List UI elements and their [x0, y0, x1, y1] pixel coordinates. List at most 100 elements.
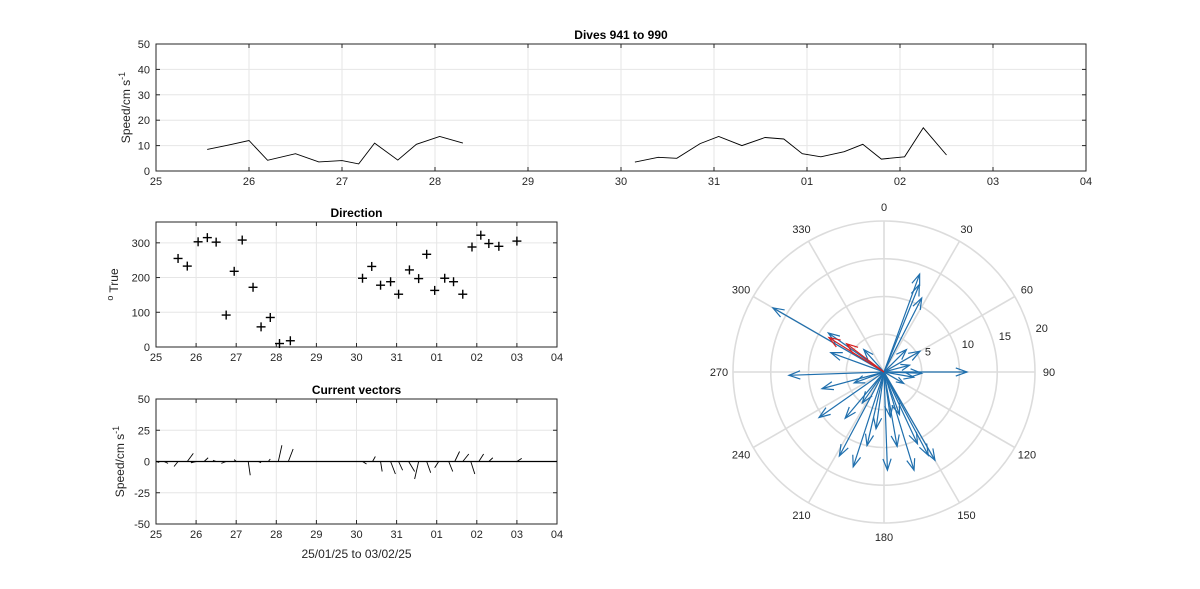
y-tick-label: 25: [138, 425, 150, 437]
current-vector-stick: [390, 461, 396, 475]
current-vector-stick: [478, 453, 484, 462]
y-tick-label: -50: [134, 519, 150, 531]
current-vector-stick: [277, 445, 283, 462]
current-vector-stick: [173, 461, 179, 467]
y-tick-label: 30: [138, 90, 150, 102]
compass-vector: [883, 364, 910, 373]
x-axis-label: 25/01/25 to 03/02/25: [301, 547, 411, 561]
current-vector-stick: [203, 457, 209, 462]
x-tick-label: 27: [336, 176, 348, 188]
compass-vector-head: [900, 363, 912, 371]
compass-vector: [883, 284, 920, 373]
y-axis-label-superscript: -1: [117, 72, 127, 80]
compass-vector: [883, 371, 891, 417]
compass-vector: [875, 371, 885, 429]
angle-label: 180: [875, 532, 893, 544]
compass-vector: [883, 350, 921, 373]
current-vector-stick: [258, 461, 262, 464]
current-vector-stick: [488, 457, 494, 462]
compass-vector: [838, 371, 885, 457]
x-tick-label: 01: [431, 352, 443, 364]
x-tick-label: 04: [551, 352, 563, 364]
compass-vector-head: [955, 367, 969, 377]
compass-vector: [883, 371, 915, 471]
compass-vector: [883, 371, 889, 471]
y-tick-label: 0: [144, 342, 150, 354]
y-tick-label: 10: [138, 141, 150, 153]
x-tick-label: 26: [190, 529, 202, 541]
polar-spoke: [807, 240, 885, 373]
x-tick-label: 25: [150, 352, 162, 364]
ring-label: 20: [1036, 323, 1048, 335]
compass-vector: [883, 371, 929, 456]
x-tick-label: 02: [471, 529, 483, 541]
compass-vector-head: [910, 282, 921, 297]
compass-vector-head: [864, 433, 875, 448]
compass-vector: [883, 297, 923, 373]
ring-label: 5: [925, 347, 931, 359]
x-tick-label: 30: [350, 352, 362, 364]
speed-series-line: [207, 136, 464, 165]
compass-vector: [818, 371, 885, 418]
x-tick-label: 01: [801, 176, 813, 188]
compass-vector: [830, 352, 885, 373]
y-tick-label: 50: [138, 394, 150, 406]
angle-label: 210: [792, 510, 810, 522]
compass-vector-head: [872, 416, 883, 431]
x-tick-label: 29: [310, 352, 322, 364]
panel-title: Direction: [330, 206, 382, 220]
y-axis-label-superscript: -1: [111, 426, 121, 434]
compass-rose-panel: 0 30 60 90 120 150 180 210 240 270 300 330 5 10 15 20: [710, 202, 1055, 544]
compass-vector-highlight: [846, 343, 885, 373]
x-tick-label: 29: [522, 176, 534, 188]
y-tick-label: 0: [144, 457, 150, 469]
y-axis-label: Speed/cm s-1: [117, 72, 133, 143]
compass-vector-head: [908, 350, 922, 361]
current-vector-stick: [408, 461, 416, 472]
compass-vector-head: [852, 454, 862, 469]
compass-vector-head: [817, 407, 831, 419]
angle-label: 0: [881, 202, 887, 214]
x-tick-label: 04: [1080, 176, 1092, 188]
compass-vector-head: [895, 376, 906, 385]
y-tick-label: 0: [144, 166, 150, 178]
current-vector-stick: [398, 461, 404, 471]
current-vector-stick: [470, 461, 476, 475]
compass-vector-head: [891, 402, 901, 417]
current-vector-stick: [163, 461, 169, 464]
current-vector-stick: [448, 461, 454, 472]
compass-vector-head: [918, 443, 930, 457]
y-tick-label: 50: [138, 39, 150, 51]
compass-vector-head: [912, 296, 923, 310]
angle-label: 30: [960, 224, 972, 236]
angle-label: 240: [732, 450, 750, 462]
x-tick-label: 31: [708, 176, 720, 188]
compass-vector-head: [838, 444, 849, 458]
x-tick-label: 01: [431, 529, 443, 541]
current-vector-stick: [414, 461, 420, 480]
current-vector-stick: [287, 448, 294, 462]
x-tick-label: 28: [429, 176, 441, 188]
compass-vector-head: [787, 370, 801, 380]
x-tick-label: 03: [511, 352, 523, 364]
y-tick-label: -25: [134, 488, 150, 500]
polar-spoke: [883, 371, 1016, 449]
x-tick-label: 31: [390, 352, 402, 364]
ring-label: 10: [962, 339, 974, 351]
x-tick-label: 02: [471, 352, 483, 364]
compass-vector: [821, 371, 885, 390]
polar-spoke: [807, 371, 885, 504]
x-tick-label: 29: [310, 529, 322, 541]
x-tick-label: 31: [390, 529, 402, 541]
current-vector-stick: [186, 453, 194, 462]
direction-scatter-panel: 25 26 27 28 29 30 31 01 02 03 04 0 100 200 300 Directio…: [105, 206, 563, 364]
current-vector-stick: [426, 461, 432, 473]
y-axis-label-text: Speed/cm s: [113, 434, 127, 497]
current-vector-stick: [233, 459, 237, 462]
x-tick-label: 27: [230, 529, 242, 541]
panel-title: Current vectors: [312, 383, 402, 397]
compass-vector: [852, 371, 885, 467]
x-tick-label: 30: [350, 529, 362, 541]
compass-vector-head: [829, 352, 843, 361]
